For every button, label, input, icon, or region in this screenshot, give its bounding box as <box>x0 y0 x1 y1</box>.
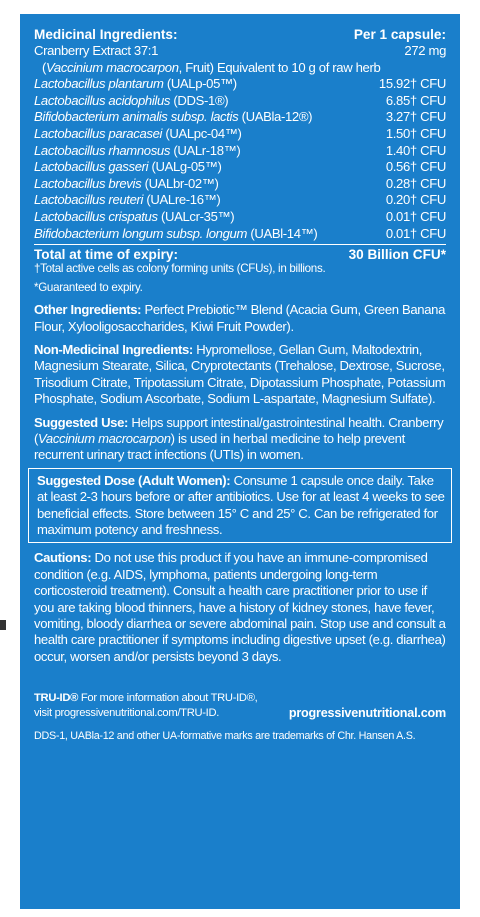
strain-name: Lactobacillus crispatus <box>34 208 158 224</box>
non-medicinal-text: Hypromellose, Gellan Gum, Maltodextrin, … <box>34 341 446 407</box>
edge-mark <box>0 620 6 630</box>
suggested-use-label: Suggested Use: <box>34 414 129 430</box>
strain-label: Lactobacillus gasseri (UALg-05™) <box>34 159 222 176</box>
strain-value: 1.50† CFU <box>385 125 447 141</box>
strain-code: (UALr-18™) <box>173 142 241 158</box>
strain-code: (UABl-14™) <box>250 225 318 241</box>
divider <box>34 244 446 246</box>
strain-name: Lactobacillus acidophilus <box>34 92 171 108</box>
strain-row: Lactobacillus brevis (UALbr-02™) 0.28† CF… <box>34 176 446 193</box>
total-label: Total at time of expiry: <box>34 247 179 263</box>
strain-value: 0.01† CFU <box>385 208 447 224</box>
suggested-use-text-2: ) is used in herbal medicine to help pre… <box>34 430 405 463</box>
suggested-dose-label: Suggested Dose (Adult Women): <box>37 472 231 488</box>
dagger-note: †Total active cells as colony forming un… <box>34 262 326 276</box>
total-value: 30 Billion CFU* <box>348 247 446 263</box>
top-margin <box>0 0 480 14</box>
strain-name: Lactobacillus rhamnosus <box>34 142 171 158</box>
strain-name: Lactobacillus reuteri <box>34 192 144 208</box>
strain-name: Bifidobacterium longum subsp. longum <box>34 225 248 241</box>
non-medicinal-ingredients: Non-Medicinal Ingredients: Hypromellose,… <box>34 342 446 408</box>
truid-label: TRU-ID® <box>34 692 79 705</box>
truid-info: TRU-ID® For more information about TRU-I… <box>34 691 446 705</box>
truid-text: For more information about TRU-ID®, <box>78 692 258 705</box>
cautions-text: Do not use this product if you have an i… <box>34 550 446 664</box>
strain-name: Lactobacillus brevis <box>34 175 142 191</box>
strain-code: (UALpc-04™) <box>165 125 242 141</box>
strain-value: 0.01† CFU <box>385 225 447 241</box>
strain-value: 0.28† CFU <box>385 175 447 191</box>
strain-row: Lactobacillus gasseri (UALg-05™) 0.56† CF… <box>34 159 446 176</box>
per-capsule-heading: Per 1 capsule: <box>353 27 446 42</box>
cranberry-note: (Vaccinium macrocarpon, Fruit) Equivalen… <box>42 59 381 75</box>
strain-value: 0.20† CFU <box>385 192 447 208</box>
strain-code: (UALg-05™) <box>151 159 222 175</box>
strain-row: Lactobacillus reuteri (UALre-16™) 0.20† C… <box>34 192 446 209</box>
strain-label: Lactobacillus plantarum (UALp-05™) <box>34 76 237 93</box>
non-medicinal-label: Non-Medicinal Ingredients: <box>34 341 193 357</box>
cranberry-name: Cranberry Extract 37:1 <box>34 43 159 58</box>
strain-name: Bifidobacterium animalis subsp. lactis <box>34 109 239 125</box>
strain-code: (UABla-12®) <box>241 109 313 125</box>
strain-label: Bifidobacterium animalis subsp. lactis (… <box>34 109 313 126</box>
strain-row: Lactobacillus crispatus (UALcr-35™) 0.01†… <box>34 209 446 226</box>
other-ingredients: Other Ingredients: Perfect Prebiotic™ Bl… <box>34 302 446 335</box>
suggested-dose-text: Consume 1 capsule once daily. Take at le… <box>37 472 445 537</box>
strain-value: 15.92† CFU <box>378 76 446 92</box>
strain-label: Lactobacillus crispatus (UALcr-35™) <box>34 208 235 226</box>
suggested-use: Suggested Use: Helps support intestinal/… <box>34 415 446 464</box>
cranberry-latin: Vaccinium macrocarpon <box>46 59 179 75</box>
strain-value: 1.40† CFU <box>385 142 447 158</box>
strain-row: Lactobacillus acidophilus (DDS-1®) 6.85† … <box>34 93 446 110</box>
strain-row: Lactobacillus rhamnosus (UALr-18™) 1.40† … <box>34 143 446 160</box>
cautions-label: Cautions: <box>34 550 92 566</box>
medicinal-header: Medicinal Ingredients: Per 1 capsule: <box>34 26 446 43</box>
strain-row: Lactobacillus plantarum (UALp-05™) 15.92†… <box>34 76 446 93</box>
strain-label: Lactobacillus paracasei (UALpc-04™) <box>34 126 242 143</box>
strain-value: 0.56† CFU <box>385 159 447 175</box>
strain-name: Lactobacillus paracasei <box>34 125 163 141</box>
footer-links: visit progressivenutritional.com/TRU-ID.… <box>34 706 446 720</box>
strain-label: Lactobacillus brevis (UALbr-02™) <box>34 176 219 193</box>
cranberry-row: Cranberry Extract 37:1 272 mg <box>34 43 446 60</box>
cranberry-value: 272 mg <box>404 43 446 58</box>
strain-label: Lactobacillus acidophilus (DDS-1®) <box>34 92 229 110</box>
strain-label: Lactobacillus rhamnosus (UALr-18™) <box>34 142 241 160</box>
truid-url: visit progressivenutritional.com/TRU-ID. <box>34 706 220 719</box>
trademark-note: DDS-1, UABla-12 and other UA-formative m… <box>34 730 416 743</box>
strain-list: Lactobacillus plantarum (UALp-05™) 15.92†… <box>34 76 446 242</box>
other-ingredients-label: Other Ingredients: <box>34 302 142 318</box>
strain-code: (DDS-1®) <box>173 92 229 108</box>
suggested-use-text-1: Helps support intestinal/gastrointestina… <box>34 414 444 446</box>
cranberry-equivalent: , Fruit) Equivalent to 10 g of raw herb <box>178 59 381 75</box>
strain-value: 6.85† CFU <box>385 92 447 108</box>
strain-row: Lactobacillus paracasei (UALpc-04™) 1.50†… <box>34 126 446 143</box>
cautions: Cautions: Do not use this product if you… <box>34 550 446 665</box>
strain-code: (UALcr-35™) <box>160 208 235 224</box>
strain-code: (UALre-16™) <box>146 192 221 208</box>
suggested-use-latin: Vaccinium macrocarpon <box>38 430 171 446</box>
strain-label: Bifidobacterium longum subsp. longum (UA… <box>34 225 318 243</box>
strain-name: Lactobacillus gasseri <box>34 159 149 175</box>
strain-row: Bifidobacterium longum subsp. longum (UA… <box>34 226 446 243</box>
total-row: Total at time of expiry: 30 Billion CFU* <box>34 247 446 262</box>
strain-code: (UALp-05™) <box>166 76 237 92</box>
other-ingredients-text: Perfect Prebiotic™ Blend (Acacia Gum, Gr… <box>34 302 446 334</box>
supplement-facts-panel: Medicinal Ingredients: Per 1 capsule: Cr… <box>20 14 460 909</box>
strain-code: (UALbr-02™) <box>144 175 219 191</box>
strain-name: Lactobacillus plantarum <box>34 76 164 92</box>
strain-value: 3.27† CFU <box>385 109 447 125</box>
suggested-dose-box: Suggested Dose (Adult Women): Consume 1 … <box>28 467 452 544</box>
strain-label: Lactobacillus reuteri (UALre-16™) <box>34 192 221 209</box>
star-note: *Guaranteed to expiry. <box>34 280 143 294</box>
medicinal-ingredients-heading: Medicinal Ingredients: <box>34 27 178 42</box>
strain-row: Bifidobacterium animalis subsp. lactis (… <box>34 109 446 126</box>
website-link: progressivenutritional.com <box>288 705 446 720</box>
